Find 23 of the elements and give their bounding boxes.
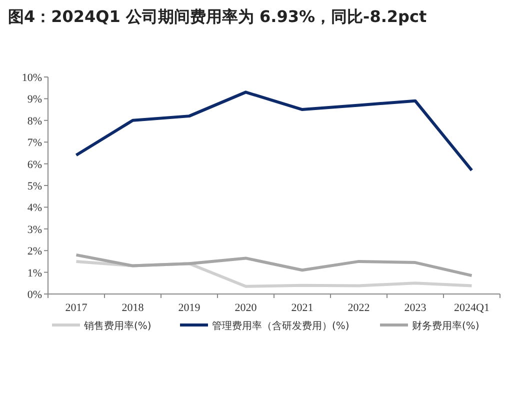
- chart-title: 图4：2024Q1 公司期间费用率为 6.93%，同比-8.2pct: [8, 7, 427, 26]
- y-tick-label: 0%: [27, 289, 42, 301]
- y-tick-label: 5%: [27, 180, 42, 192]
- x-tick-label: 2024Q1: [454, 302, 490, 314]
- y-tick-label: 9%: [27, 94, 42, 106]
- y-tick-label: 8%: [27, 115, 42, 128]
- y-tick-label: 6%: [27, 158, 42, 171]
- legend-label: 管理费用率（含研发费用）(%): [212, 320, 350, 332]
- x-tick-label: 2017: [65, 302, 88, 314]
- x-tick-label: 2018: [122, 302, 144, 314]
- x-tick-label: 2020: [234, 302, 258, 314]
- x-tick-label: 2023: [404, 302, 427, 314]
- y-tick-label: 10%: [22, 72, 42, 84]
- legend-label: 财务费用率(%): [412, 320, 480, 332]
- x-tick-label: 2021: [291, 302, 314, 314]
- y-tick-label: 4%: [27, 202, 42, 214]
- y-tick-label: 7%: [27, 137, 42, 150]
- y-tick-label: 1%: [27, 267, 42, 280]
- y-tick-label: 3%: [27, 224, 42, 236]
- x-tick-label: 2019: [178, 302, 201, 314]
- y-tick-label: 2%: [27, 246, 42, 258]
- x-tick-label: 2022: [348, 302, 370, 314]
- legend-label: 销售费用率(%): [83, 320, 152, 332]
